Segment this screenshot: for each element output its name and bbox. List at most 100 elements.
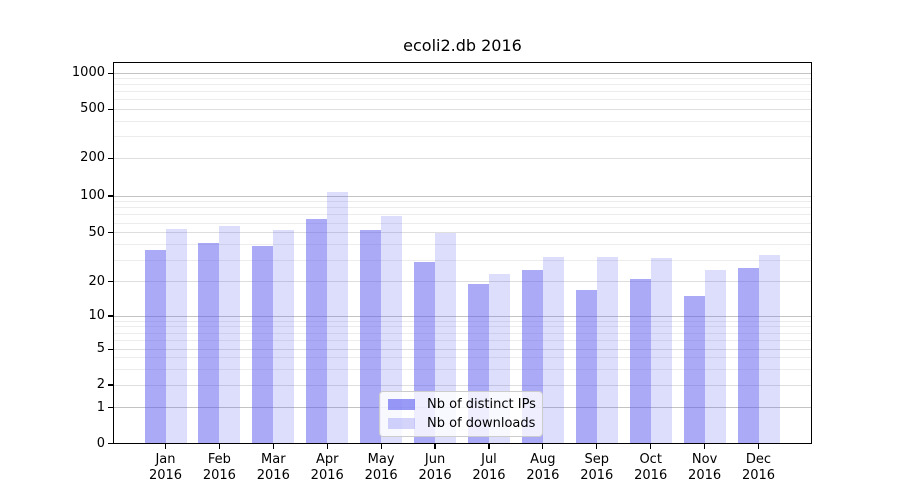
y-tick-label: 200 bbox=[80, 150, 105, 166]
bar-distinct-ips-jan bbox=[144, 250, 166, 444]
y-tick-mark bbox=[107, 407, 113, 409]
x-tick-label-dec: Dec 2016 bbox=[741, 451, 776, 483]
x-tick-year: 2016 bbox=[310, 467, 344, 483]
x-tick-label-aug: Aug 2016 bbox=[526, 451, 560, 483]
y-tick-mark bbox=[107, 281, 113, 283]
bar-downloads-mar bbox=[273, 229, 295, 444]
legend-swatch-distinct-ips bbox=[388, 399, 415, 411]
x-tick-year: 2016 bbox=[526, 467, 560, 483]
bar-downloads-sep bbox=[596, 256, 618, 444]
y-tick-mark bbox=[107, 195, 113, 197]
chart-title: ecoli2.db 2016 bbox=[403, 36, 522, 55]
gridline bbox=[113, 368, 812, 370]
x-tick-year: 2016 bbox=[472, 467, 506, 483]
y-tick-mark bbox=[107, 442, 113, 445]
x-tick-mark bbox=[164, 443, 167, 449]
bar-distinct-ips-oct bbox=[629, 279, 651, 444]
x-tick-mark bbox=[218, 443, 220, 449]
gridline bbox=[113, 340, 812, 342]
x-tick-label-jun: Jun 2016 bbox=[418, 451, 452, 483]
legend-label-downloads: Nb of downloads bbox=[427, 415, 536, 431]
gridline bbox=[113, 91, 812, 93]
bar-distinct-ips-nov bbox=[683, 295, 705, 444]
bar-distinct-ips-feb bbox=[198, 243, 220, 444]
bar-downloads-dec bbox=[758, 254, 780, 444]
bar-distinct-ips-may bbox=[360, 229, 382, 444]
y-tick-label: 500 bbox=[80, 101, 105, 117]
bar-downloads-feb bbox=[219, 225, 241, 444]
legend-label-distinct-ips: Nb of distinct IPs bbox=[427, 397, 536, 413]
x-tick-mark bbox=[757, 443, 760, 449]
bar-distinct-ips-mar bbox=[252, 245, 274, 444]
gridline bbox=[113, 72, 812, 74]
x-tick-label-feb: Feb 2016 bbox=[202, 451, 236, 483]
x-tick-year: 2016 bbox=[580, 467, 614, 483]
x-tick-year: 2016 bbox=[202, 467, 236, 483]
gridline bbox=[113, 157, 812, 159]
bar-downloads-jan bbox=[165, 228, 187, 444]
y-tick-label: 0 bbox=[96, 435, 105, 451]
gridline bbox=[113, 214, 812, 216]
x-tick-label-sep: Sep 2016 bbox=[580, 451, 614, 483]
gridline bbox=[113, 136, 812, 138]
x-tick-mark bbox=[380, 443, 382, 449]
y-tick-label: 2 bbox=[96, 377, 105, 392]
x-tick-label-may: May 2016 bbox=[364, 451, 398, 483]
gridline bbox=[113, 357, 812, 359]
y-tick-mark bbox=[107, 348, 113, 350]
x-tick-mark bbox=[542, 443, 544, 449]
y-tick-mark bbox=[107, 315, 113, 317]
gridline bbox=[113, 332, 812, 334]
x-tick-year: 2016 bbox=[418, 467, 452, 483]
gridline bbox=[113, 207, 812, 209]
x-tick-label-mar: Mar 2016 bbox=[256, 451, 290, 483]
gridline bbox=[113, 120, 812, 122]
y-tick-label: 10 bbox=[88, 308, 105, 323]
x-tick-mark bbox=[326, 443, 328, 449]
gridline bbox=[113, 195, 812, 197]
y-tick-label: 100 bbox=[80, 188, 105, 203]
bar-downloads-apr bbox=[327, 191, 349, 444]
x-tick-label-oct: Oct 2016 bbox=[634, 451, 668, 483]
x-tick-year: 2016 bbox=[634, 467, 668, 483]
y-tick-mark bbox=[107, 108, 113, 110]
x-tick-label-nov: Nov 2016 bbox=[688, 451, 722, 483]
gridline bbox=[113, 320, 812, 322]
bar-downloads-may bbox=[381, 216, 403, 444]
bar-distinct-ips-apr bbox=[306, 218, 328, 444]
x-tick-year: 2016 bbox=[256, 467, 290, 483]
y-tick-label: 1000 bbox=[71, 65, 105, 81]
x-tick-mark bbox=[704, 443, 706, 449]
y-tick-mark bbox=[107, 384, 113, 386]
bar-downloads-jun bbox=[435, 232, 457, 444]
x-tick-label-jul: Jul 2016 bbox=[472, 451, 506, 483]
legend: Nb of distinct IPs Nb of downloads bbox=[379, 391, 543, 437]
gridline bbox=[113, 384, 812, 386]
gridline bbox=[113, 281, 812, 283]
y-tick-label: 20 bbox=[88, 273, 105, 289]
x-tick-mark bbox=[596, 443, 598, 449]
bar-downloads-oct bbox=[650, 258, 672, 444]
gridline bbox=[113, 326, 812, 328]
bar-downloads-aug bbox=[542, 256, 564, 444]
gridline bbox=[113, 259, 812, 261]
x-tick-mark bbox=[272, 443, 274, 449]
gridline bbox=[113, 348, 812, 350]
gridline bbox=[113, 108, 812, 110]
gridline bbox=[113, 232, 812, 234]
gridline bbox=[113, 315, 812, 317]
gridline bbox=[113, 78, 812, 80]
gridline bbox=[113, 84, 812, 86]
y-tick-mark bbox=[107, 232, 113, 234]
y-tick-label: 5 bbox=[96, 341, 105, 357]
gridline bbox=[113, 244, 812, 246]
y-tick-label: 1 bbox=[96, 399, 105, 415]
x-tick-year: 2016 bbox=[364, 467, 398, 483]
gridline bbox=[113, 222, 812, 224]
y-tick-mark bbox=[107, 72, 113, 74]
x-tick-label-jan: Jan 2016 bbox=[148, 451, 183, 483]
bar-distinct-ips-sep bbox=[575, 289, 597, 444]
legend-item-downloads: Nb of downloads bbox=[388, 415, 536, 431]
x-tick-mark bbox=[650, 443, 652, 449]
